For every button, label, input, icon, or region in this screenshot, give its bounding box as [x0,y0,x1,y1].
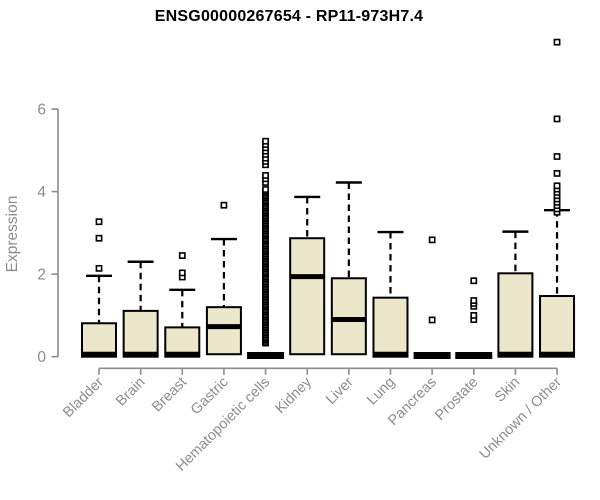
outlier-point [95,234,103,242]
y-tick-label: 0 [37,349,46,366]
box-group [122,260,159,358]
box-group [164,252,201,358]
x-tick-label: Brain [113,374,148,409]
outlier-point [95,264,103,272]
outlier-point [428,236,436,244]
outlier-point [262,137,269,145]
x-tick-label: Breast [149,374,190,415]
x-tick-label: Kidney [272,374,315,417]
outlier-point [220,201,228,209]
collapsed-box [455,352,493,359]
x-tick-label: Liver [323,374,357,408]
iqr-box [372,296,409,358]
box-group [539,38,576,358]
outlier-point [553,170,561,177]
x-tick-label: Lung [364,374,398,408]
box-group [497,230,534,358]
outlier-point [470,312,478,319]
chart-title: ENSG00000267654 - RP11-973H7.4 [154,8,424,25]
outlier-point [553,182,561,190]
box-group [81,218,117,358]
iqr-box [539,295,576,358]
outlier-point [178,269,186,277]
y-tick-label: 2 [37,267,46,284]
outlier-point [553,38,561,46]
outlier-point [428,316,436,324]
box-group [455,277,493,359]
iqr-box [330,277,367,356]
box-group [372,230,409,358]
iqr-box [122,309,159,358]
y-axis: 0 2 4 6 [37,102,59,366]
iqr-box [289,237,326,356]
x-tick-label: Skin [492,374,523,405]
box-group [413,236,451,359]
outlier-point [470,277,478,285]
outlier-point [262,172,269,179]
box-group [247,137,285,359]
box-group [330,181,367,356]
box-group [289,195,326,356]
iqr-box [497,272,534,358]
y-tick-label: 6 [37,102,46,119]
x-tick-label: Bladder [60,374,107,421]
y-tick-label: 4 [37,184,46,201]
collapsed-box [413,352,451,359]
x-tick-label: Prostate [432,374,481,423]
iqr-box [205,306,242,356]
outlier-point [553,115,561,123]
outlier-point [178,252,186,259]
outlier-point [95,218,103,226]
outlier-point [553,153,561,160]
box-group [205,201,242,356]
outlier-point [262,186,269,193]
collapsed-box [247,352,285,359]
outlier-point [470,297,478,304]
iqr-box [81,322,117,358]
